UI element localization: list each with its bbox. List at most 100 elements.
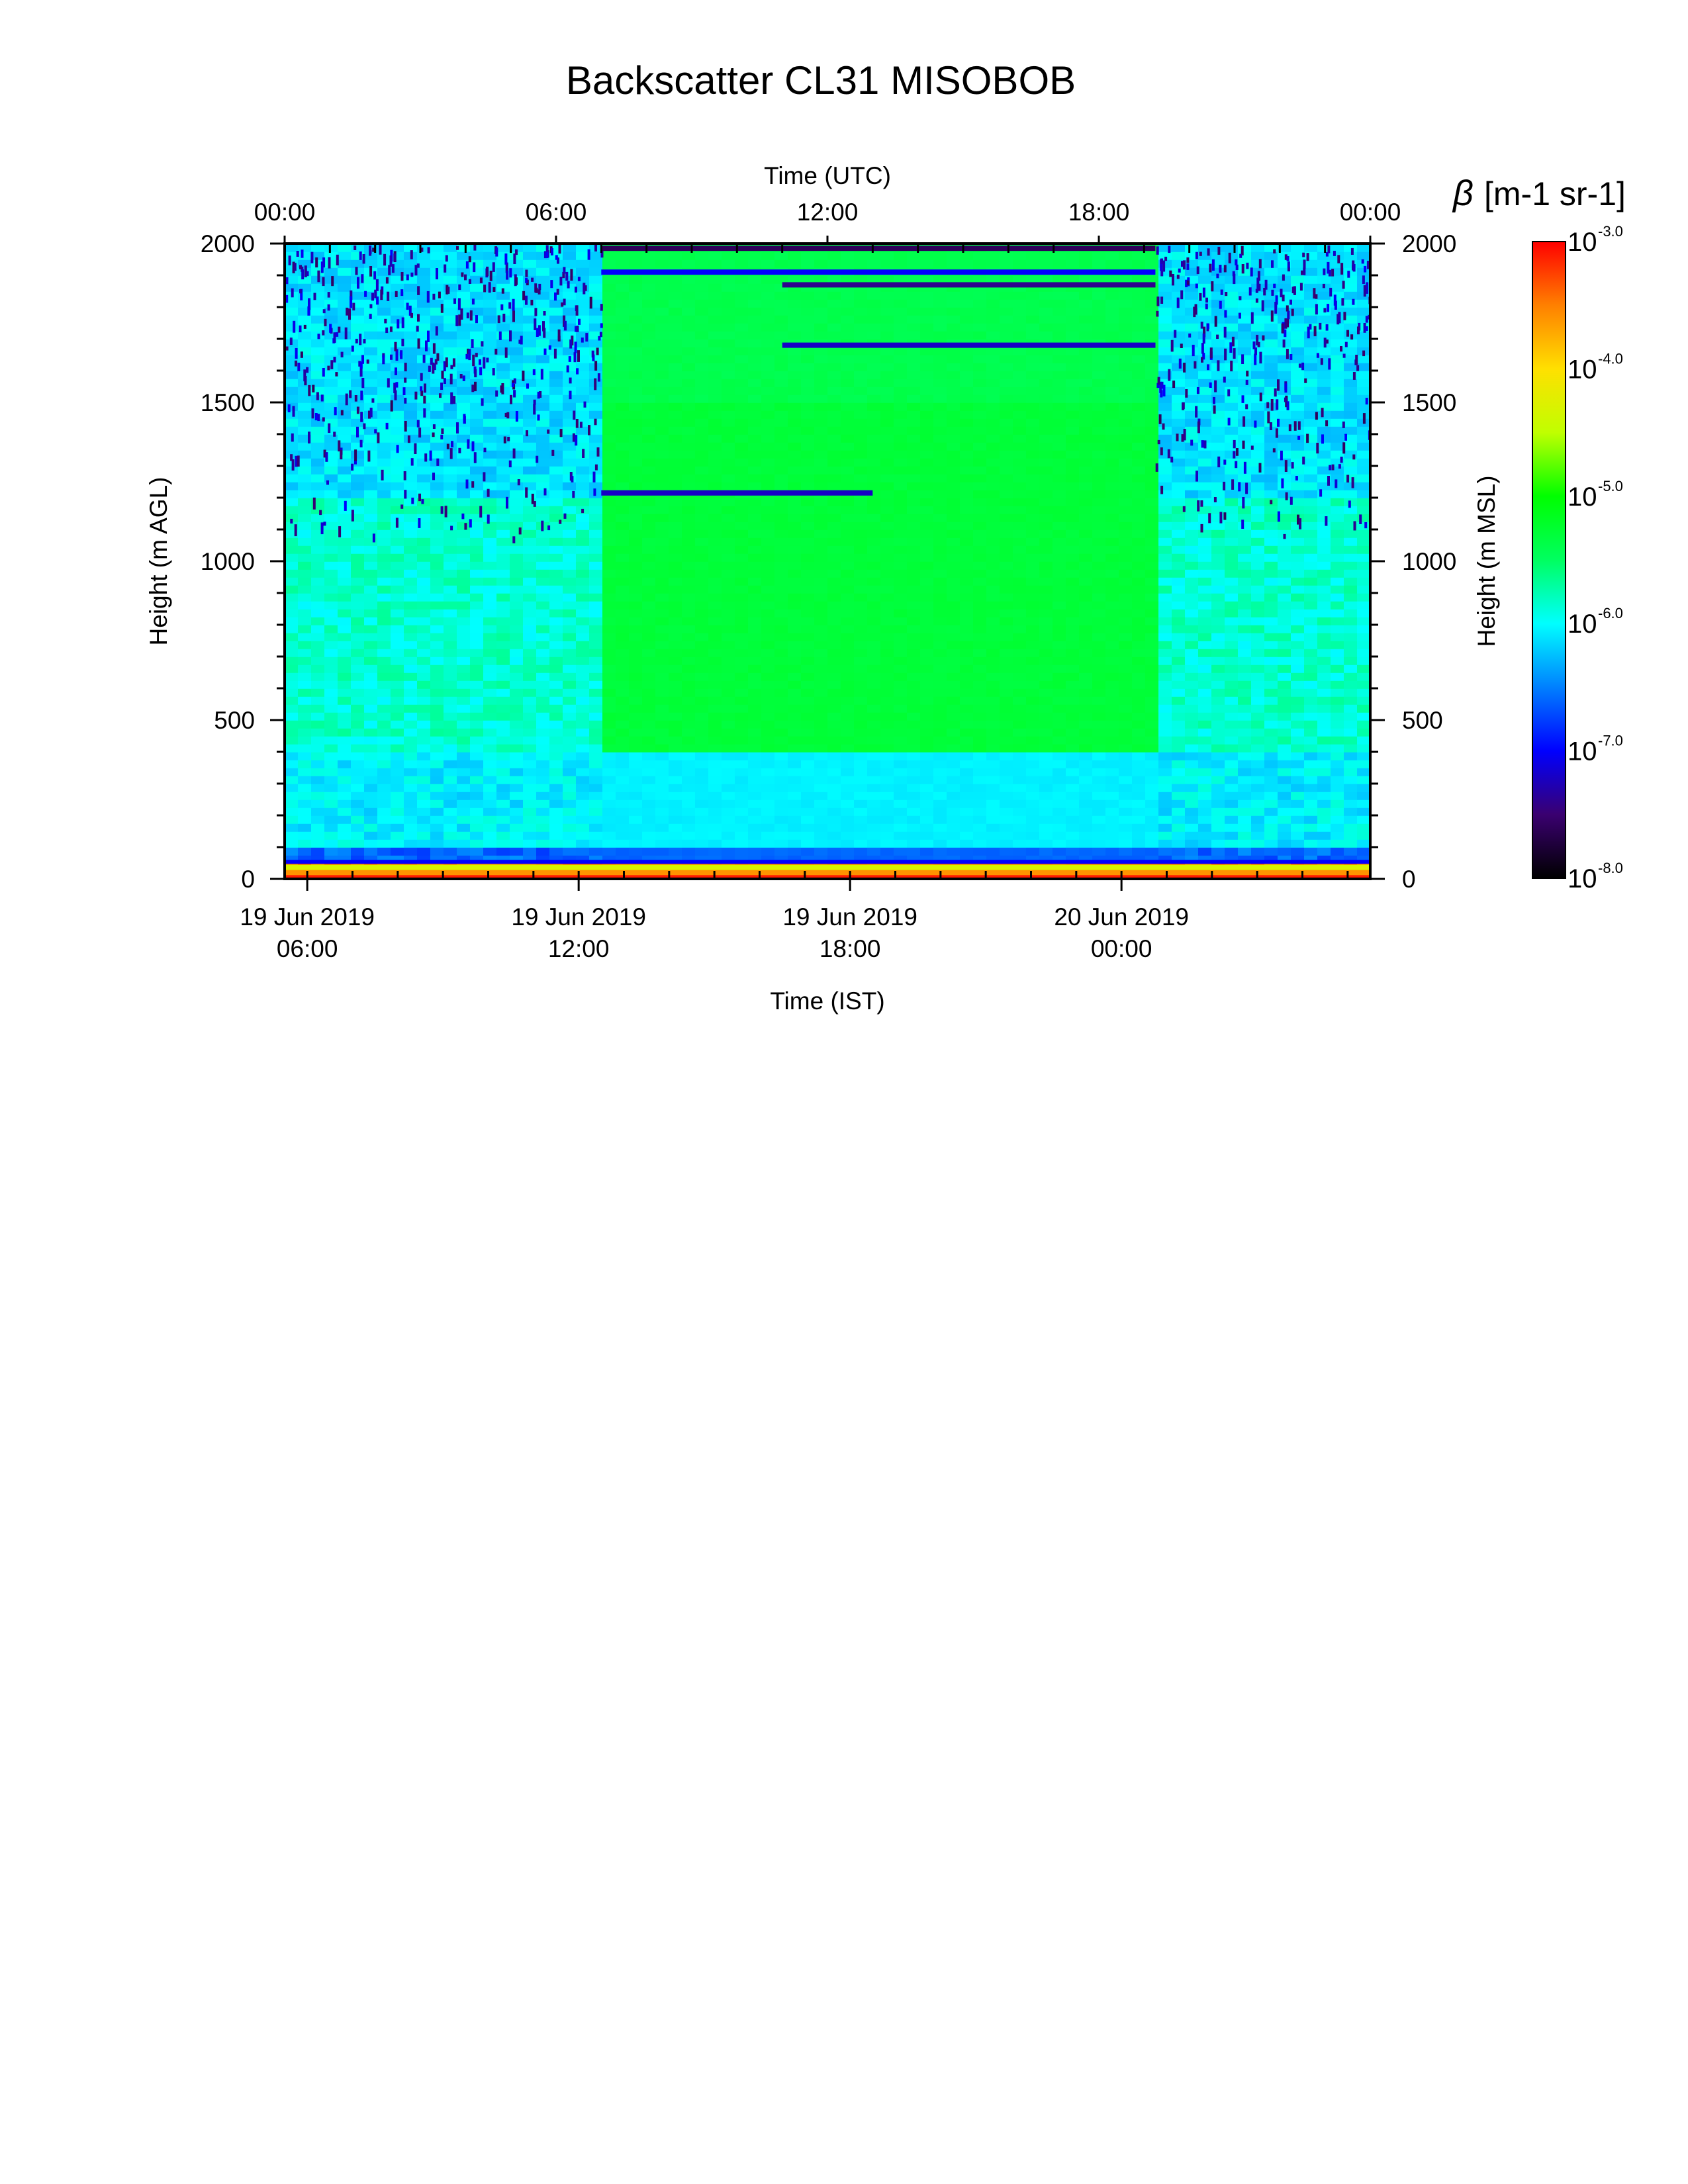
heatmap-cell	[774, 363, 788, 371]
heatmap-cell	[761, 394, 775, 403]
heatmap-cell	[947, 402, 961, 411]
heatmap-cell	[814, 657, 828, 665]
heatmap-cell	[761, 355, 775, 363]
heatmap-cell	[907, 617, 921, 625]
heatmap-cell	[973, 474, 987, 482]
heatmap-cell	[1053, 363, 1066, 371]
heatmap-cell	[1039, 688, 1053, 697]
heatmap-cell	[364, 569, 378, 578]
heatmap-cell	[549, 704, 563, 713]
heatmap-cell	[880, 657, 894, 665]
heatmap-cell	[563, 633, 577, 641]
heatmap-cell	[298, 593, 312, 602]
heatmap-cell	[311, 537, 325, 546]
heatmap-cell	[827, 291, 841, 300]
heatmap-cell	[589, 847, 603, 856]
heatmap-cell	[444, 688, 457, 697]
heatmap-cell	[735, 799, 749, 808]
heatmap-cell	[616, 466, 630, 475]
heatmap-cell	[695, 823, 709, 832]
heatmap-cell	[629, 625, 643, 633]
heatmap-cell	[629, 696, 643, 705]
heatmap-cell	[722, 609, 735, 617]
heatmap-cell	[430, 641, 444, 649]
heatmap-cell	[748, 704, 762, 713]
heatmap-cell	[708, 458, 722, 467]
heatmap-cell	[947, 728, 961, 737]
heatmap-cell	[642, 339, 656, 347]
heatmap-cell	[907, 815, 921, 824]
heatmap-cell	[986, 331, 1000, 340]
heatmap-cell	[430, 617, 444, 625]
heatmap-cell	[894, 760, 908, 768]
heatmap-cell	[364, 474, 378, 482]
heatmap-cell	[1079, 752, 1093, 760]
heatmap-cell	[1026, 704, 1040, 713]
heatmap-cell	[324, 569, 338, 578]
heatmap-cell	[391, 752, 404, 760]
heatmap-cell	[761, 792, 775, 800]
heatmap-cell	[669, 744, 682, 752]
heatmap-cell	[1092, 807, 1106, 816]
heatmap-cell	[311, 744, 325, 752]
heatmap-cell	[920, 458, 934, 467]
heatmap-cell	[960, 649, 974, 657]
heatmap-cell	[1053, 688, 1066, 697]
heatmap-cell	[788, 617, 802, 625]
heatmap-cell	[867, 347, 881, 355]
heatmap-cell	[377, 331, 391, 340]
heatmap-cell	[364, 402, 378, 411]
heatmap-cell	[827, 545, 841, 554]
heatmap-cell	[549, 498, 563, 506]
heatmap-cell	[351, 736, 365, 745]
heatmap-cell	[1013, 561, 1027, 570]
heatmap-cell	[1066, 744, 1080, 752]
heatmap-cell	[933, 522, 947, 530]
heatmap-cell	[616, 601, 630, 610]
heatmap-cell	[761, 657, 775, 665]
heatmap-cell	[483, 601, 497, 610]
heatmap-cell	[404, 410, 418, 419]
heatmap-cell	[510, 283, 524, 292]
heatmap-cell	[311, 291, 325, 300]
heatmap-cell	[470, 847, 484, 856]
heatmap-cell	[1092, 482, 1106, 490]
heatmap-cell	[338, 680, 352, 689]
heatmap-cell	[695, 371, 709, 379]
heatmap-cell	[761, 712, 775, 721]
heatmap-cell	[523, 641, 537, 649]
heatmap-cell	[682, 339, 696, 347]
heatmap-cell	[655, 347, 669, 355]
heatmap-cell	[364, 371, 378, 379]
heatmap-cell	[285, 784, 299, 792]
heatmap-cell	[973, 553, 987, 562]
heatmap-cell	[523, 633, 537, 641]
heatmap-cell	[788, 315, 802, 324]
heatmap-cell	[629, 331, 643, 340]
heatmap-cell	[364, 299, 378, 308]
heatmap-cell	[907, 784, 921, 792]
heatmap-cell	[1105, 799, 1119, 808]
heatmap-cell	[1000, 482, 1013, 490]
heatmap-cell	[457, 482, 471, 490]
heatmap-cell	[457, 704, 471, 713]
heatmap-cell	[867, 434, 881, 443]
heatmap-cell	[748, 688, 762, 697]
heatmap-cell	[735, 633, 749, 641]
heatmap-cell	[510, 387, 524, 395]
heatmap-cell	[589, 514, 603, 522]
heatmap-cell	[814, 831, 828, 840]
heatmap-cell	[960, 371, 974, 379]
heatmap-cell	[774, 641, 788, 649]
heatmap-cell	[695, 633, 709, 641]
heatmap-cell	[907, 331, 921, 340]
heatmap-cell	[523, 577, 537, 586]
heatmap-cell	[629, 323, 643, 332]
heatmap-cell	[404, 498, 418, 506]
heatmap-cell	[894, 744, 908, 752]
heatmap-cell	[549, 585, 563, 594]
heatmap-cell	[642, 641, 656, 649]
heatmap-cell	[338, 466, 352, 475]
heatmap-cell	[629, 664, 643, 673]
heatmap-cell	[748, 815, 762, 824]
